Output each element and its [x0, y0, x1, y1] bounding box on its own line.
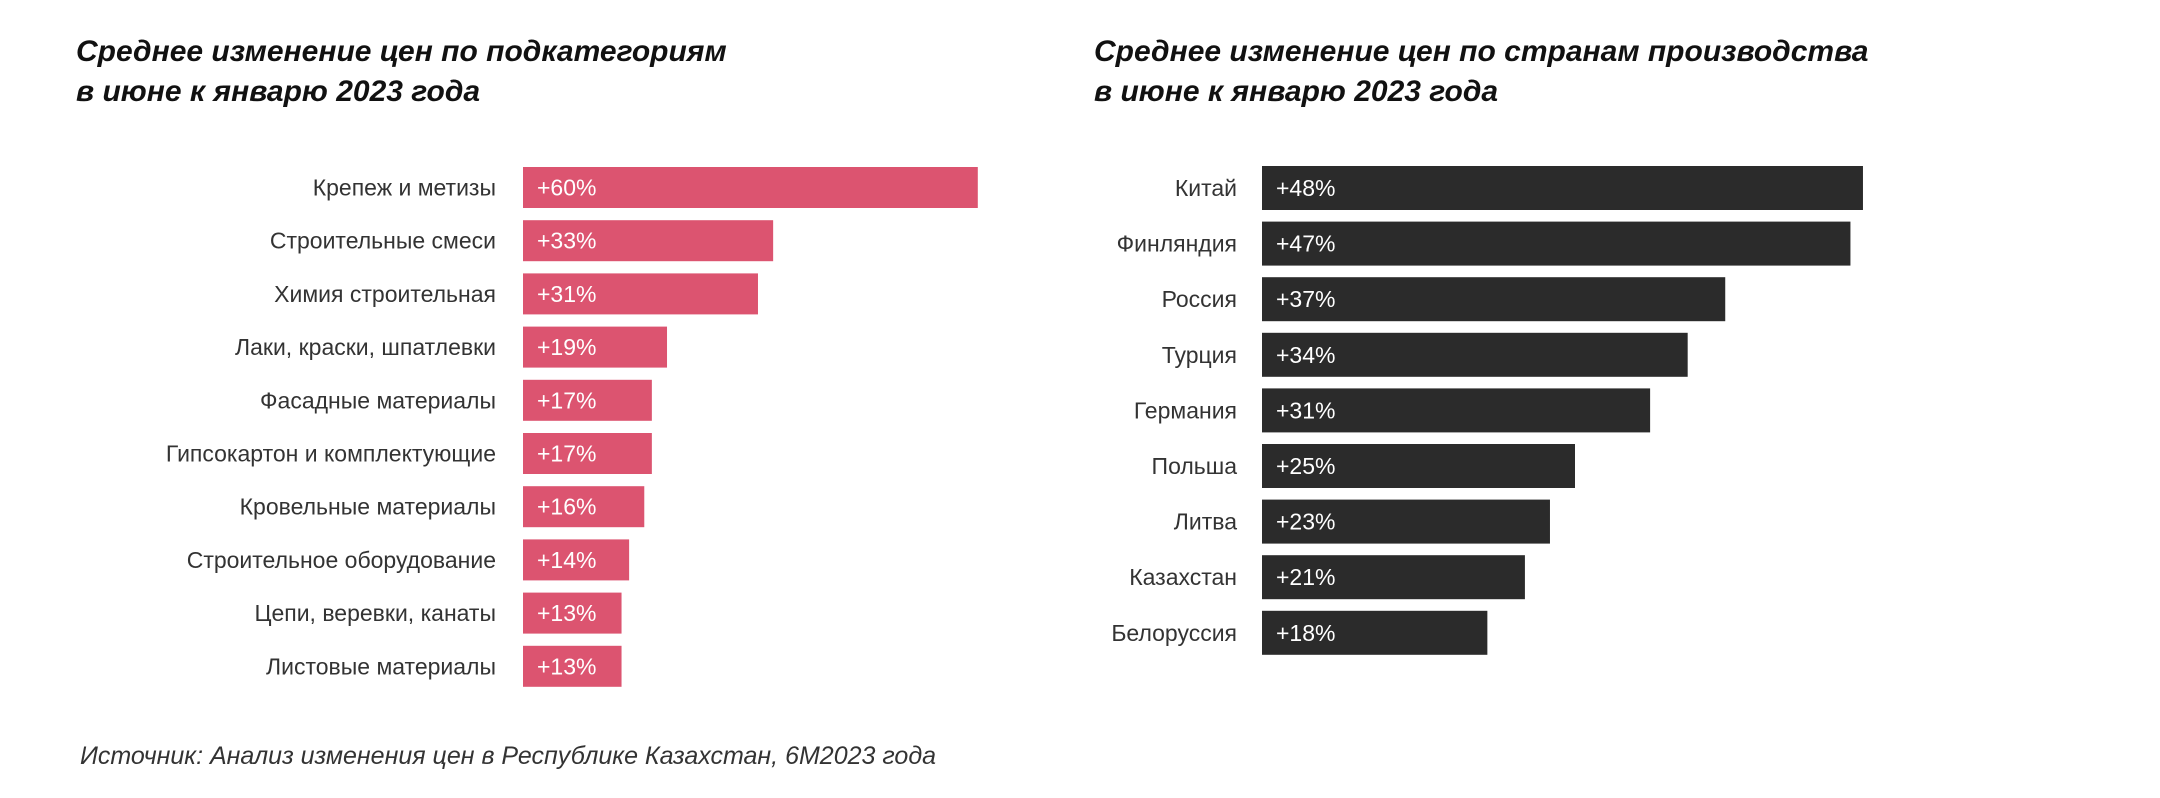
bar-right-2 — [1262, 277, 1726, 322]
data-label: +23% — [1276, 509, 1335, 535]
category-label: Китай — [1175, 175, 1237, 201]
category-label: Россия — [1162, 286, 1237, 312]
data-label: +48% — [1276, 175, 1335, 201]
bar-right-7 — [1262, 555, 1525, 600]
left-chart: Крепеж и метизы +60% Строительные смеси +33… — [166, 167, 978, 687]
category-label: Строительное оборудование — [187, 547, 496, 573]
category-label: Листовые материалы — [266, 653, 496, 679]
category-label: Гипсокартон и комплектующие — [166, 441, 496, 467]
data-label: +13% — [537, 600, 596, 626]
bar-left-3 — [523, 326, 668, 368]
right-chart: Китай +48% Финляндия +47% Россия +37% Турция +3… — [1111, 166, 1863, 655]
bar-left-2 — [523, 273, 758, 315]
data-label: +17% — [537, 441, 596, 467]
bar-right-0 — [1262, 166, 1863, 210]
bar-left-6 — [523, 486, 645, 528]
bar-right-6 — [1262, 499, 1550, 544]
category-label: Фасадные материалы — [260, 387, 496, 413]
source-note: Источник: Анализ изменения цен в Республ… — [80, 742, 937, 770]
data-label: +21% — [1276, 564, 1335, 590]
category-label: Белоруссия — [1111, 620, 1237, 646]
bar-left-4 — [523, 379, 652, 421]
left-title-line2: в июне к январю 2023 года — [76, 75, 481, 108]
data-label: +31% — [1276, 397, 1335, 423]
data-label: +14% — [537, 547, 596, 573]
data-label: +16% — [537, 494, 596, 520]
bar-left-5 — [523, 433, 652, 474]
category-label: Крепеж и метизы — [313, 175, 496, 201]
category-label: Казахстан — [1129, 564, 1237, 590]
data-label: +47% — [1276, 231, 1335, 257]
category-label: Турция — [1162, 342, 1237, 368]
right-chart-title: Среднее изменение цен по странам произво… — [1094, 32, 1868, 112]
bar-right-3 — [1262, 332, 1688, 377]
left-title-line1: Среднее изменение цен по подкатегориям — [76, 35, 727, 68]
category-label: Цепи, веревки, канаты — [254, 600, 496, 626]
bar-right-1 — [1262, 221, 1851, 266]
category-label: Химия строительная — [274, 281, 496, 307]
bar-left-0 — [523, 167, 978, 208]
right-title-line2: в июне к январю 2023 года — [1094, 75, 1499, 108]
bar-right-4 — [1262, 388, 1651, 433]
bar-left-7 — [523, 539, 630, 581]
bar-right-5 — [1262, 444, 1575, 488]
category-label: Лаки, краски, шпатлевки — [235, 334, 496, 360]
category-label: Кровельные материалы — [240, 494, 496, 520]
category-label: Германия — [1134, 397, 1237, 423]
category-label: Строительные смеси — [270, 228, 496, 254]
data-label: +60% — [537, 175, 596, 201]
bar-left-8 — [523, 592, 622, 634]
data-label: +34% — [1276, 342, 1335, 368]
data-label: +25% — [1276, 453, 1335, 479]
right-title-line1: Среднее изменение цен по странам произво… — [1094, 35, 1869, 68]
data-label: +37% — [1276, 286, 1335, 312]
category-label: Польша — [1152, 453, 1238, 479]
data-label: +17% — [537, 387, 596, 413]
category-label: Финляндия — [1117, 231, 1237, 257]
category-label: Литва — [1174, 509, 1237, 535]
left-chart-title: Среднее изменение цен по подкатегориям в… — [76, 32, 727, 112]
data-label: +19% — [537, 334, 596, 360]
data-label: +31% — [537, 281, 596, 307]
bar-left-9 — [523, 645, 622, 687]
bar-right-8 — [1262, 610, 1488, 655]
data-label: +18% — [1276, 620, 1335, 646]
data-label: +33% — [537, 228, 596, 254]
data-label: +13% — [537, 653, 596, 679]
bar-left-1 — [523, 220, 774, 262]
